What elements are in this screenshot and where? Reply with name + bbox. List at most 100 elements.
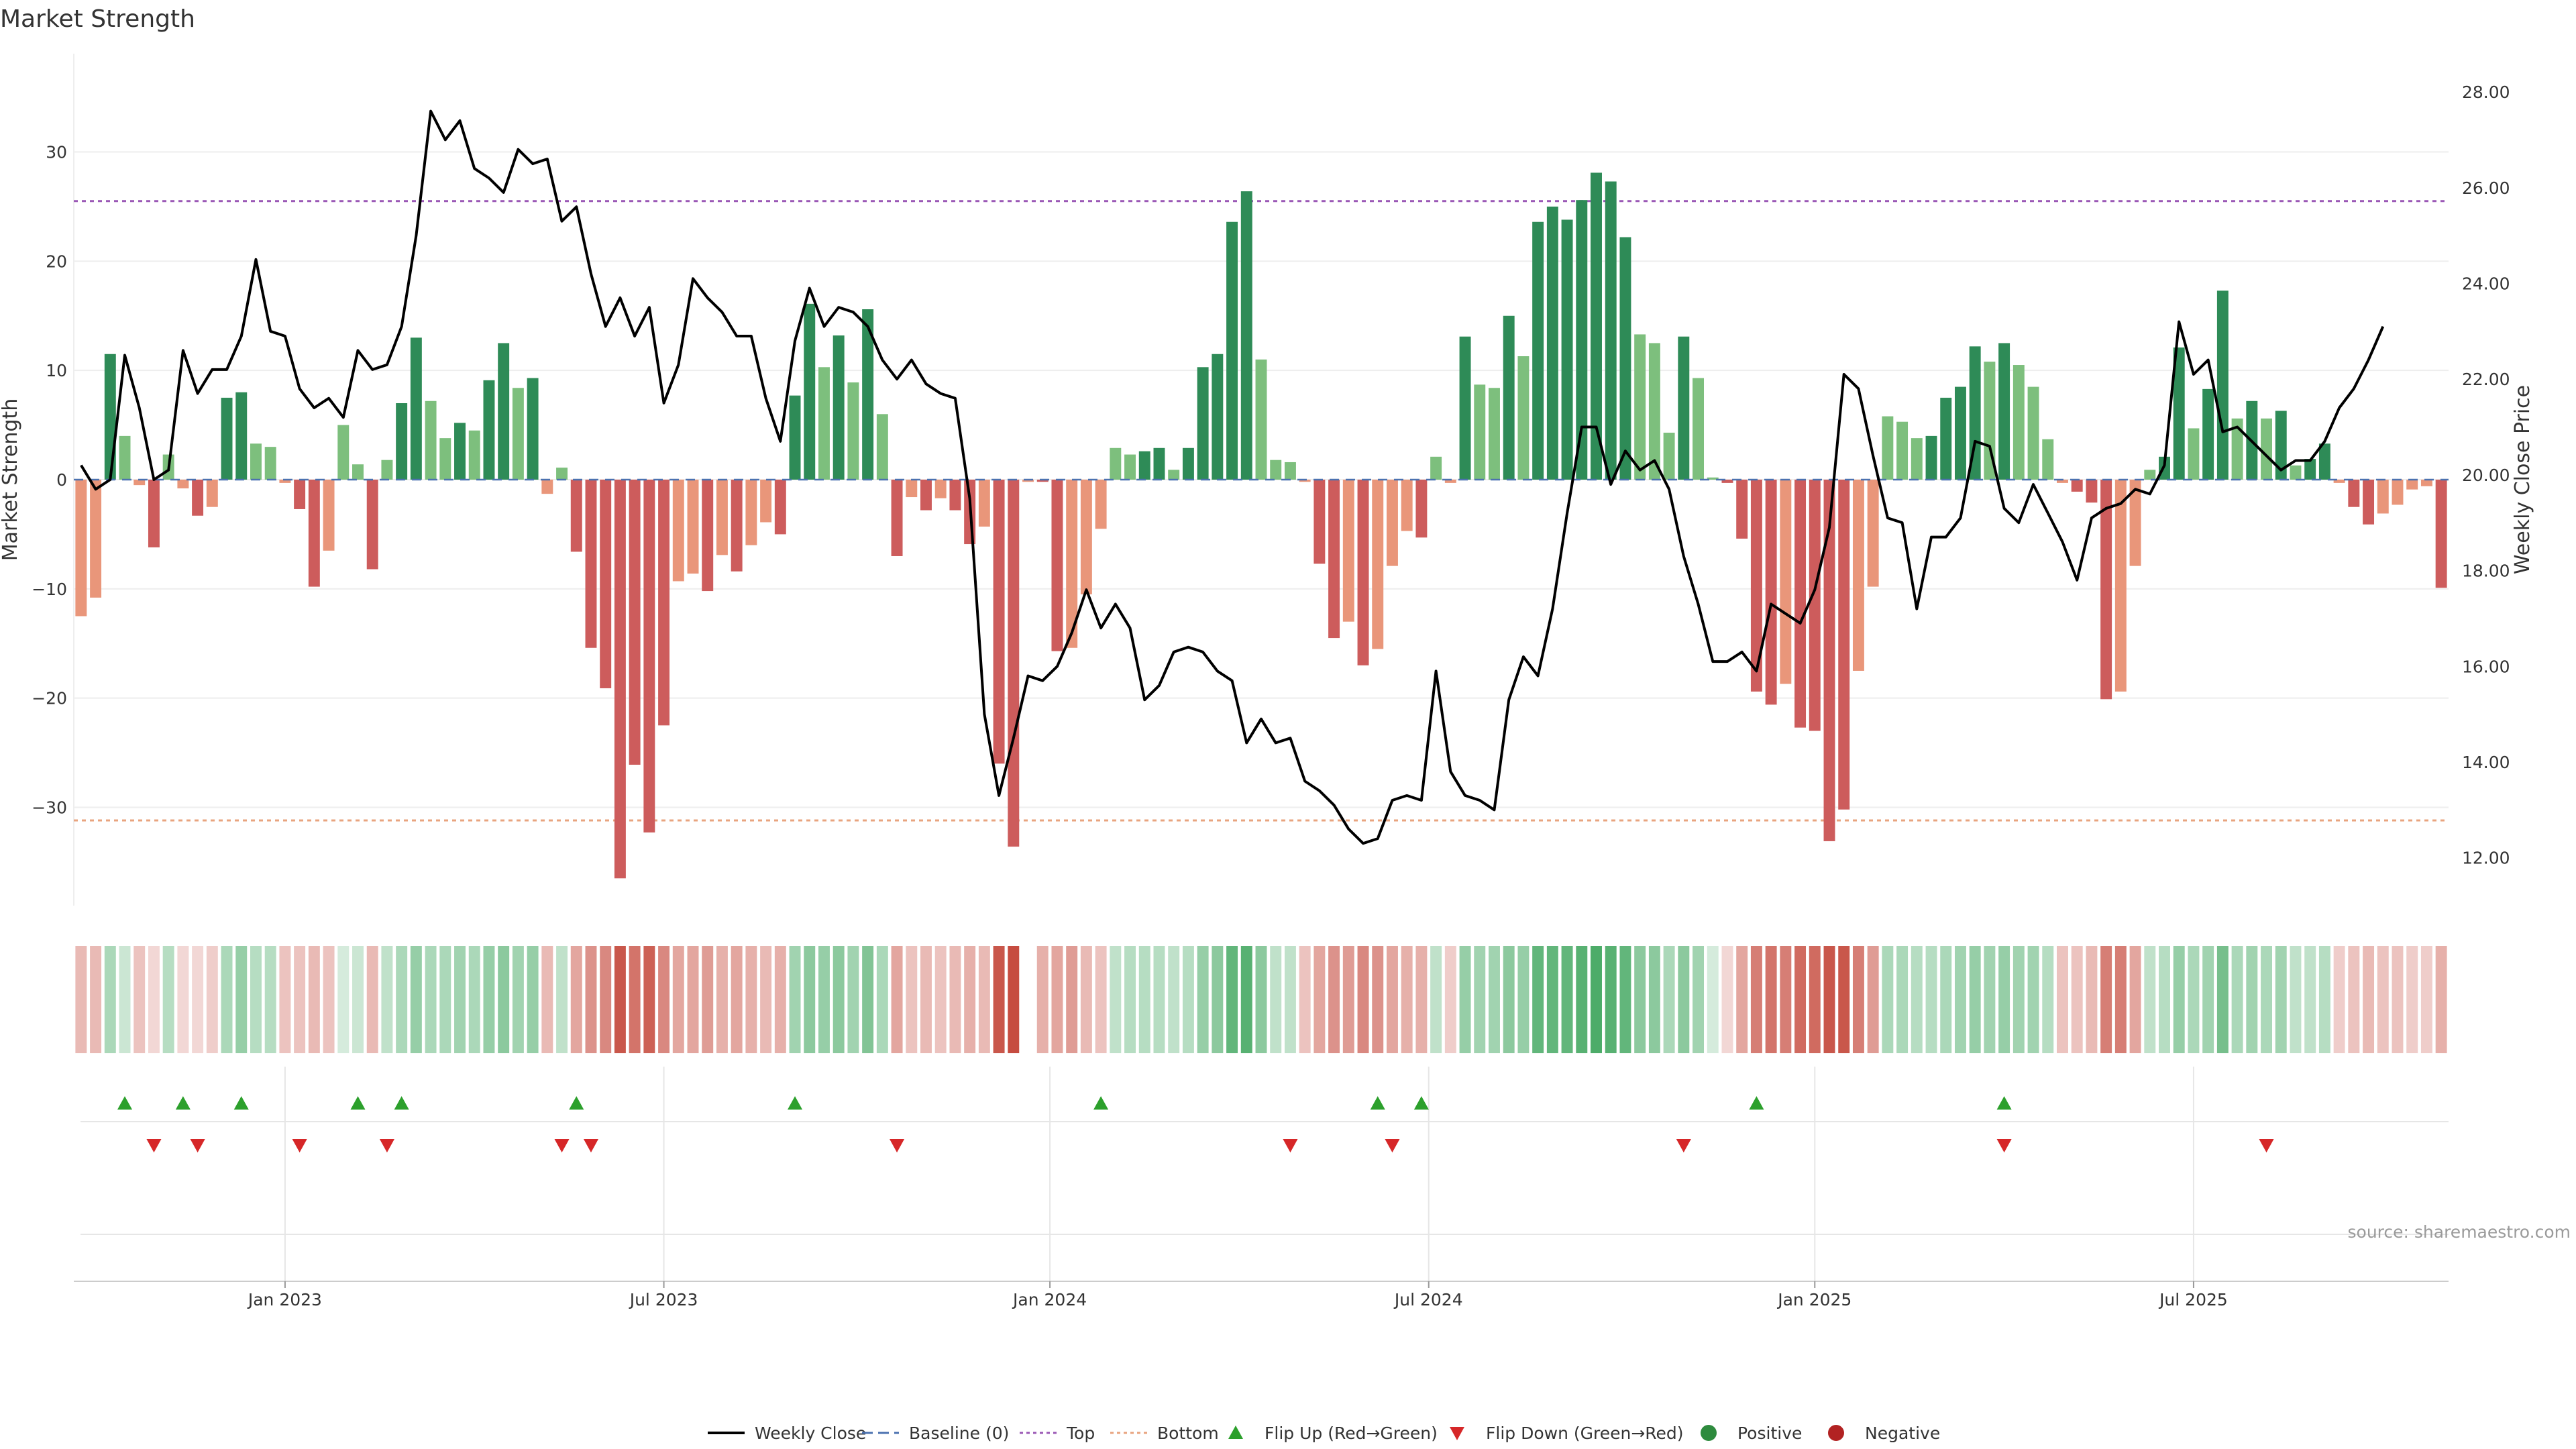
regime-cell: [1430, 946, 1442, 1053]
regime-cell: [221, 946, 233, 1053]
regime-cell: [1678, 946, 1690, 1053]
regime-cell: [1663, 946, 1675, 1053]
regime-cell: [2318, 946, 2330, 1053]
bar-positive: [1124, 454, 1136, 480]
source-note: source: sharemaestro.com: [2348, 1222, 2571, 1242]
bar-negative: [2420, 480, 2432, 486]
bar-positive: [512, 388, 524, 480]
regime-cell: [2363, 946, 2375, 1053]
bar-positive: [1197, 367, 1209, 480]
y-tick-label: 0: [56, 470, 67, 490]
bar-negative: [658, 480, 670, 726]
bar-negative: [1022, 480, 1034, 482]
regime-cell: [2042, 946, 2054, 1053]
bar-positive: [2231, 418, 2243, 480]
bar-positive: [352, 464, 364, 480]
regime-cell: [2420, 946, 2432, 1053]
regime-cell: [2377, 946, 2389, 1053]
regime-cell: [1634, 946, 1646, 1053]
bar-positive: [1940, 397, 1952, 480]
bar-positive: [1693, 378, 1705, 480]
regime-cell: [1591, 946, 1602, 1053]
bar-negative: [133, 480, 146, 486]
regime-cell: [1168, 946, 1180, 1053]
regime-cell: [2333, 946, 2345, 1053]
bar-positive: [2290, 465, 2302, 480]
regime-cell: [920, 946, 932, 1053]
regime-cell: [1284, 946, 1296, 1053]
flip-down-marker: [2259, 1139, 2274, 1152]
flip-up-marker: [394, 1096, 409, 1110]
bar-negative: [541, 480, 553, 494]
y2-tick-label: 22.00: [2462, 370, 2510, 389]
regime-cell: [949, 946, 961, 1053]
legend-label: Top: [1066, 1424, 1095, 1443]
flip-up-marker: [233, 1096, 249, 1110]
bar-positive: [1110, 447, 1122, 480]
bar-negative: [1867, 480, 1879, 587]
regime-cell: [1372, 946, 1384, 1053]
flip-down-marker: [292, 1139, 307, 1152]
bar-negative: [920, 480, 932, 511]
flip-up-marker: [788, 1096, 803, 1110]
regime-cell: [352, 946, 364, 1053]
bar-negative: [1823, 480, 1835, 841]
bar-positive: [1998, 343, 2010, 480]
regime-cell: [1605, 946, 1617, 1053]
legend-swatch-triangle-down: [1450, 1427, 1464, 1440]
regime-cell: [1576, 946, 1588, 1053]
regime-cell: [2348, 946, 2360, 1053]
regime-cell: [862, 946, 874, 1053]
regime-cell: [1197, 946, 1209, 1053]
legend-label: Flip Up (Red→Green): [1265, 1424, 1438, 1443]
legend-label: Weekly Close: [755, 1424, 866, 1443]
bar-negative: [2114, 480, 2127, 692]
regime-cell: [2231, 946, 2243, 1053]
bar-negative: [731, 480, 743, 572]
bar-positive: [1707, 477, 1719, 480]
regime-cell: [527, 946, 539, 1053]
flip-markers: [80, 1096, 2449, 1235]
regime-cell: [90, 946, 102, 1053]
bar-positive: [1591, 172, 1602, 480]
bar-positive: [804, 303, 816, 480]
weekly-close-line: [80, 109, 2385, 845]
bar-positive: [1954, 386, 1966, 480]
bar-positive: [1663, 432, 1675, 480]
bar-negative: [1386, 480, 1398, 566]
bar-positive: [1882, 416, 1894, 480]
bar-positive: [2173, 347, 2185, 480]
bar-positive: [1532, 221, 1544, 480]
y2-tick-label: 20.00: [2462, 466, 2510, 485]
legend-label: Flip Down (Green→Red): [1486, 1424, 1684, 1443]
bar-negative: [192, 480, 204, 516]
regime-cell: [1095, 946, 1107, 1053]
regime-cell: [818, 946, 830, 1053]
regime-cell: [964, 946, 976, 1053]
regime-cell: [498, 946, 510, 1053]
bar-positive: [1619, 237, 1631, 480]
bar-positive: [1255, 359, 1267, 480]
flip-up-marker: [1996, 1096, 2012, 1110]
regime-cell: [2012, 946, 2025, 1053]
regime-cell: [104, 946, 116, 1053]
regime-cell: [1648, 946, 1660, 1053]
regime-cell: [2202, 946, 2214, 1053]
regime-cell: [1489, 946, 1500, 1053]
regime-cell: [133, 946, 146, 1053]
x-tick-label: Jan 2024: [1012, 1290, 1087, 1309]
regime-cell: [264, 946, 276, 1053]
regime-cell: [2392, 946, 2404, 1053]
legend-item: Top: [1020, 1424, 1095, 1443]
regime-cell: [2173, 946, 2185, 1053]
regime-cell: [1226, 946, 1238, 1053]
bar-negative: [1721, 480, 1733, 483]
bar-negative: [1794, 480, 1807, 728]
regime-cell: [1969, 946, 1981, 1053]
legend-item: Weekly Close: [708, 1424, 866, 1443]
bar-positive: [337, 425, 350, 480]
reference-lines: [74, 200, 2449, 822]
bar-positive: [235, 392, 248, 480]
flip-up-marker: [1093, 1096, 1109, 1110]
regime-cell: [570, 946, 582, 1053]
